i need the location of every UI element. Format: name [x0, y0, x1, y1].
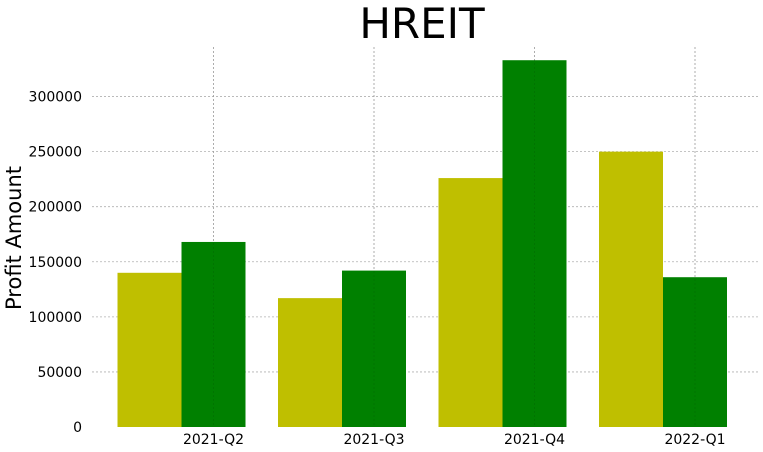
x-tick-label: 2021-Q2: [183, 432, 244, 448]
y-tick-label: 200000: [29, 200, 82, 216]
bars: [117, 47, 727, 427]
y-tick-label: 300000: [29, 90, 82, 106]
y-tick-label: 150000: [29, 255, 82, 271]
x-tick-labels: 2021-Q2 2021-Q3 2021-Q4 2022-Q1: [183, 432, 726, 448]
bar-2021-Q2-series-2: [181, 241, 246, 427]
x-tick-label: 2021-Q4: [504, 432, 565, 448]
x-tick-label: 2022-Q1: [664, 432, 725, 448]
y-tick-labels: 0 50000 100000 150000 200000 250000 300000: [29, 90, 82, 436]
y-tick-label: 0: [73, 420, 82, 436]
bar-2022-Q1-series-1: [599, 151, 663, 427]
y-axis-label: Profit Amount: [2, 166, 26, 310]
x-tick-label: 2021-Q3: [343, 432, 404, 448]
y-tick-label: 50000: [37, 365, 82, 381]
bar-2021-Q4-series-1: [438, 178, 503, 427]
chart-title: HREIT: [359, 0, 485, 48]
y-tick-label: 100000: [29, 310, 82, 326]
bar-2021-Q3-series-1: [278, 298, 342, 427]
bar-2021-Q2-series-1: [117, 272, 182, 427]
bar-2021-Q3-series-2: [342, 270, 406, 427]
bar-2022-Q1-series-2: [663, 277, 727, 427]
bar-2021-Q4-series-2: [502, 60, 567, 427]
y-tick-label: 250000: [29, 145, 82, 161]
